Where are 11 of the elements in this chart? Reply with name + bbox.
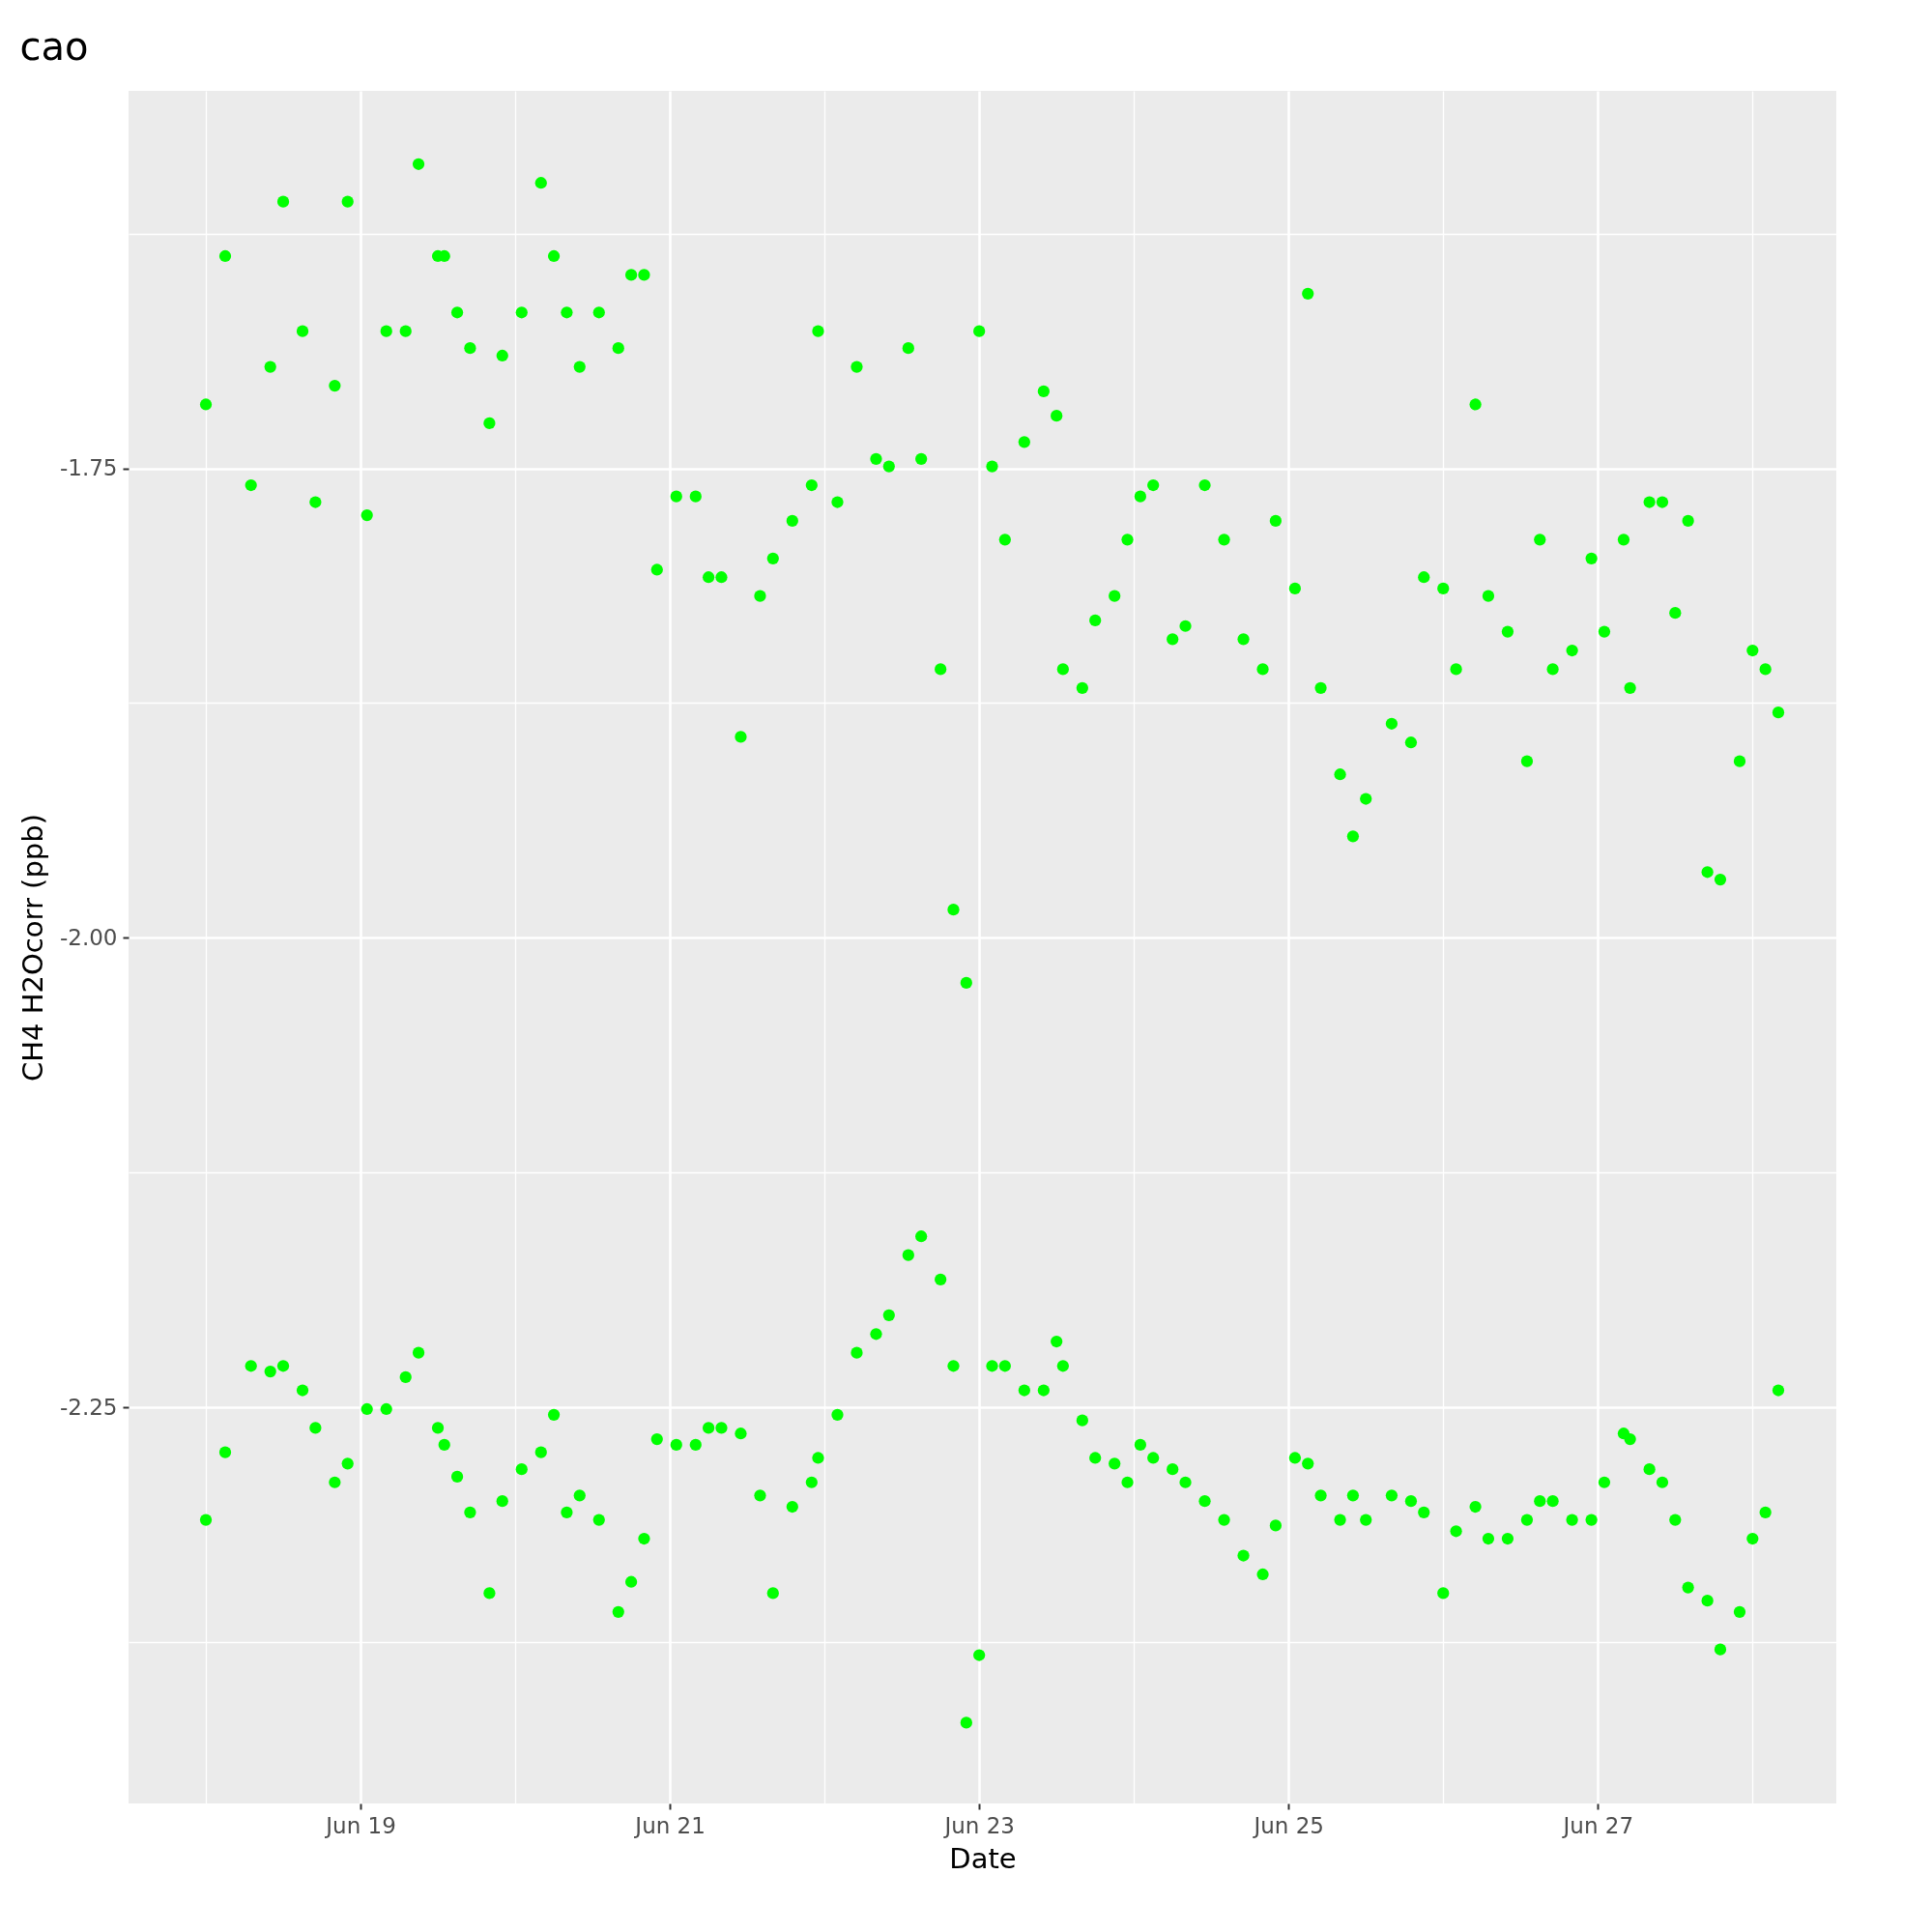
x-axis-title: Date	[949, 1841, 1017, 1875]
y-axis-title: CH4 H2Ocorr (ppb)	[15, 814, 49, 1081]
x-tick-label: Jun 27	[1561, 1812, 1634, 1838]
y-tick-label: -2.25	[59, 1394, 118, 1420]
y-tick-label: -1.75	[59, 455, 118, 481]
x-tick-label: Jun 21	[633, 1812, 706, 1838]
y-tick-label: -2.00	[59, 924, 118, 950]
x-tick-label: Jun 19	[324, 1812, 396, 1838]
chart-title: cao	[19, 24, 89, 69]
x-tick-label: Jun 25	[1252, 1812, 1324, 1838]
x-tick-label: Jun 23	[942, 1812, 1015, 1838]
